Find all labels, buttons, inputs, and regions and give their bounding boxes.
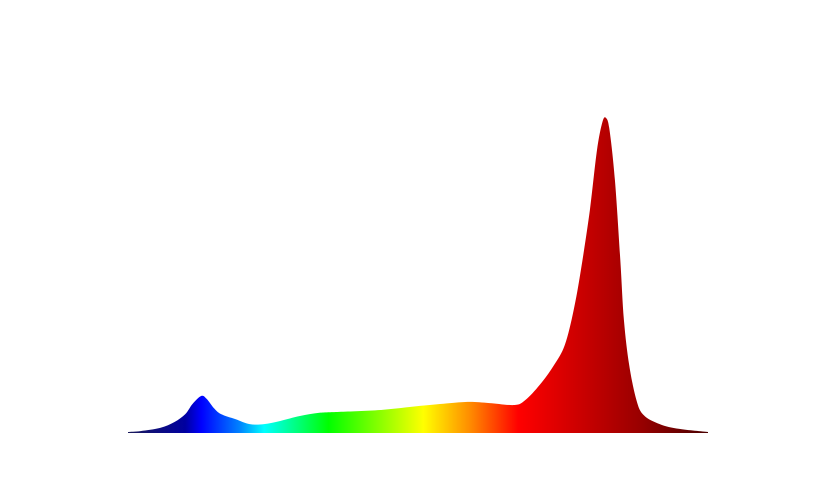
spectrum-area bbox=[128, 117, 708, 433]
plot-area bbox=[128, 117, 708, 433]
